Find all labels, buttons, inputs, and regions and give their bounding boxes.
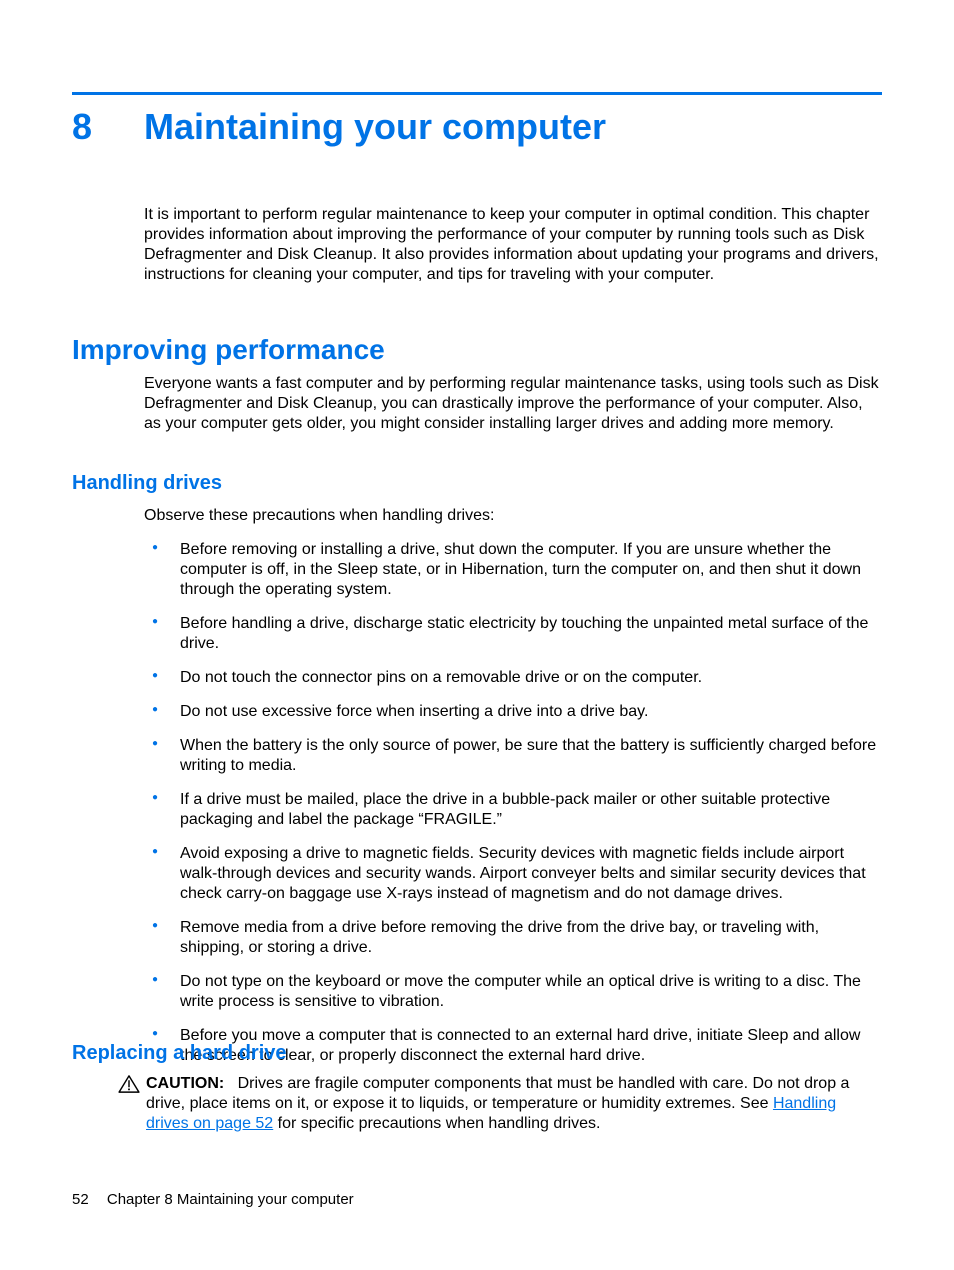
chapter-heading: 8 Maintaining your computer <box>72 106 882 148</box>
list-item: Do not touch the connector pins on a rem… <box>144 668 882 688</box>
improving-performance-body: Everyone wants a fast computer and by pe… <box>144 374 882 434</box>
list-item: Before handling a drive, discharge stati… <box>144 614 882 654</box>
document-page: 8 Maintaining your computer It is import… <box>0 0 954 1270</box>
handling-drives-intro: Observe these precautions when handling … <box>144 506 882 526</box>
improving-performance-paragraph: Everyone wants a fast computer and by pe… <box>144 374 882 434</box>
chapter-divider-rule <box>72 92 882 95</box>
subsection-heading-handling-drives: Handling drives <box>72 472 882 495</box>
caution-body-before-link: Drives are fragile computer components t… <box>146 1075 849 1112</box>
chapter-title: Maintaining your computer <box>144 106 606 148</box>
list-item: Before removing or installing a drive, s… <box>144 540 882 600</box>
list-item: If a drive must be mailed, place the dri… <box>144 790 882 830</box>
footer-chapter-ref: Chapter 8 Maintaining your computer <box>107 1191 354 1208</box>
list-item: Do not type on the keyboard or move the … <box>144 972 882 1012</box>
caution-body-after-link: for specific precautions when handling d… <box>278 1115 601 1132</box>
caution-note: CAUTION: Drives are fragile computer com… <box>118 1074 882 1134</box>
caution-text: CAUTION: Drives are fragile computer com… <box>146 1074 882 1134</box>
caution-icon <box>118 1075 142 1095</box>
chapter-number: 8 <box>72 106 144 148</box>
subsection-heading-replacing-hard-drive: Replacing a hard drive <box>72 1042 882 1065</box>
list-item: Avoid exposing a drive to magnetic field… <box>144 844 882 904</box>
list-item: Remove media from a drive before removin… <box>144 918 882 958</box>
intro-paragraph-block: It is important to perform regular maint… <box>144 205 882 285</box>
page-number: 52 <box>72 1191 89 1208</box>
list-item: When the battery is the only source of p… <box>144 736 882 776</box>
list-item: Do not use excessive force when insertin… <box>144 702 882 722</box>
intro-paragraph: It is important to perform regular maint… <box>144 205 882 285</box>
section-heading-improving-performance: Improving performance <box>72 334 882 366</box>
handling-drives-intro-block: Observe these precautions when handling … <box>144 506 882 526</box>
page-footer: 52 Chapter 8 Maintaining your computer <box>72 1191 354 1208</box>
handling-drives-bullet-list: Before removing or installing a drive, s… <box>144 540 882 1080</box>
caution-label: CAUTION: <box>146 1075 224 1092</box>
